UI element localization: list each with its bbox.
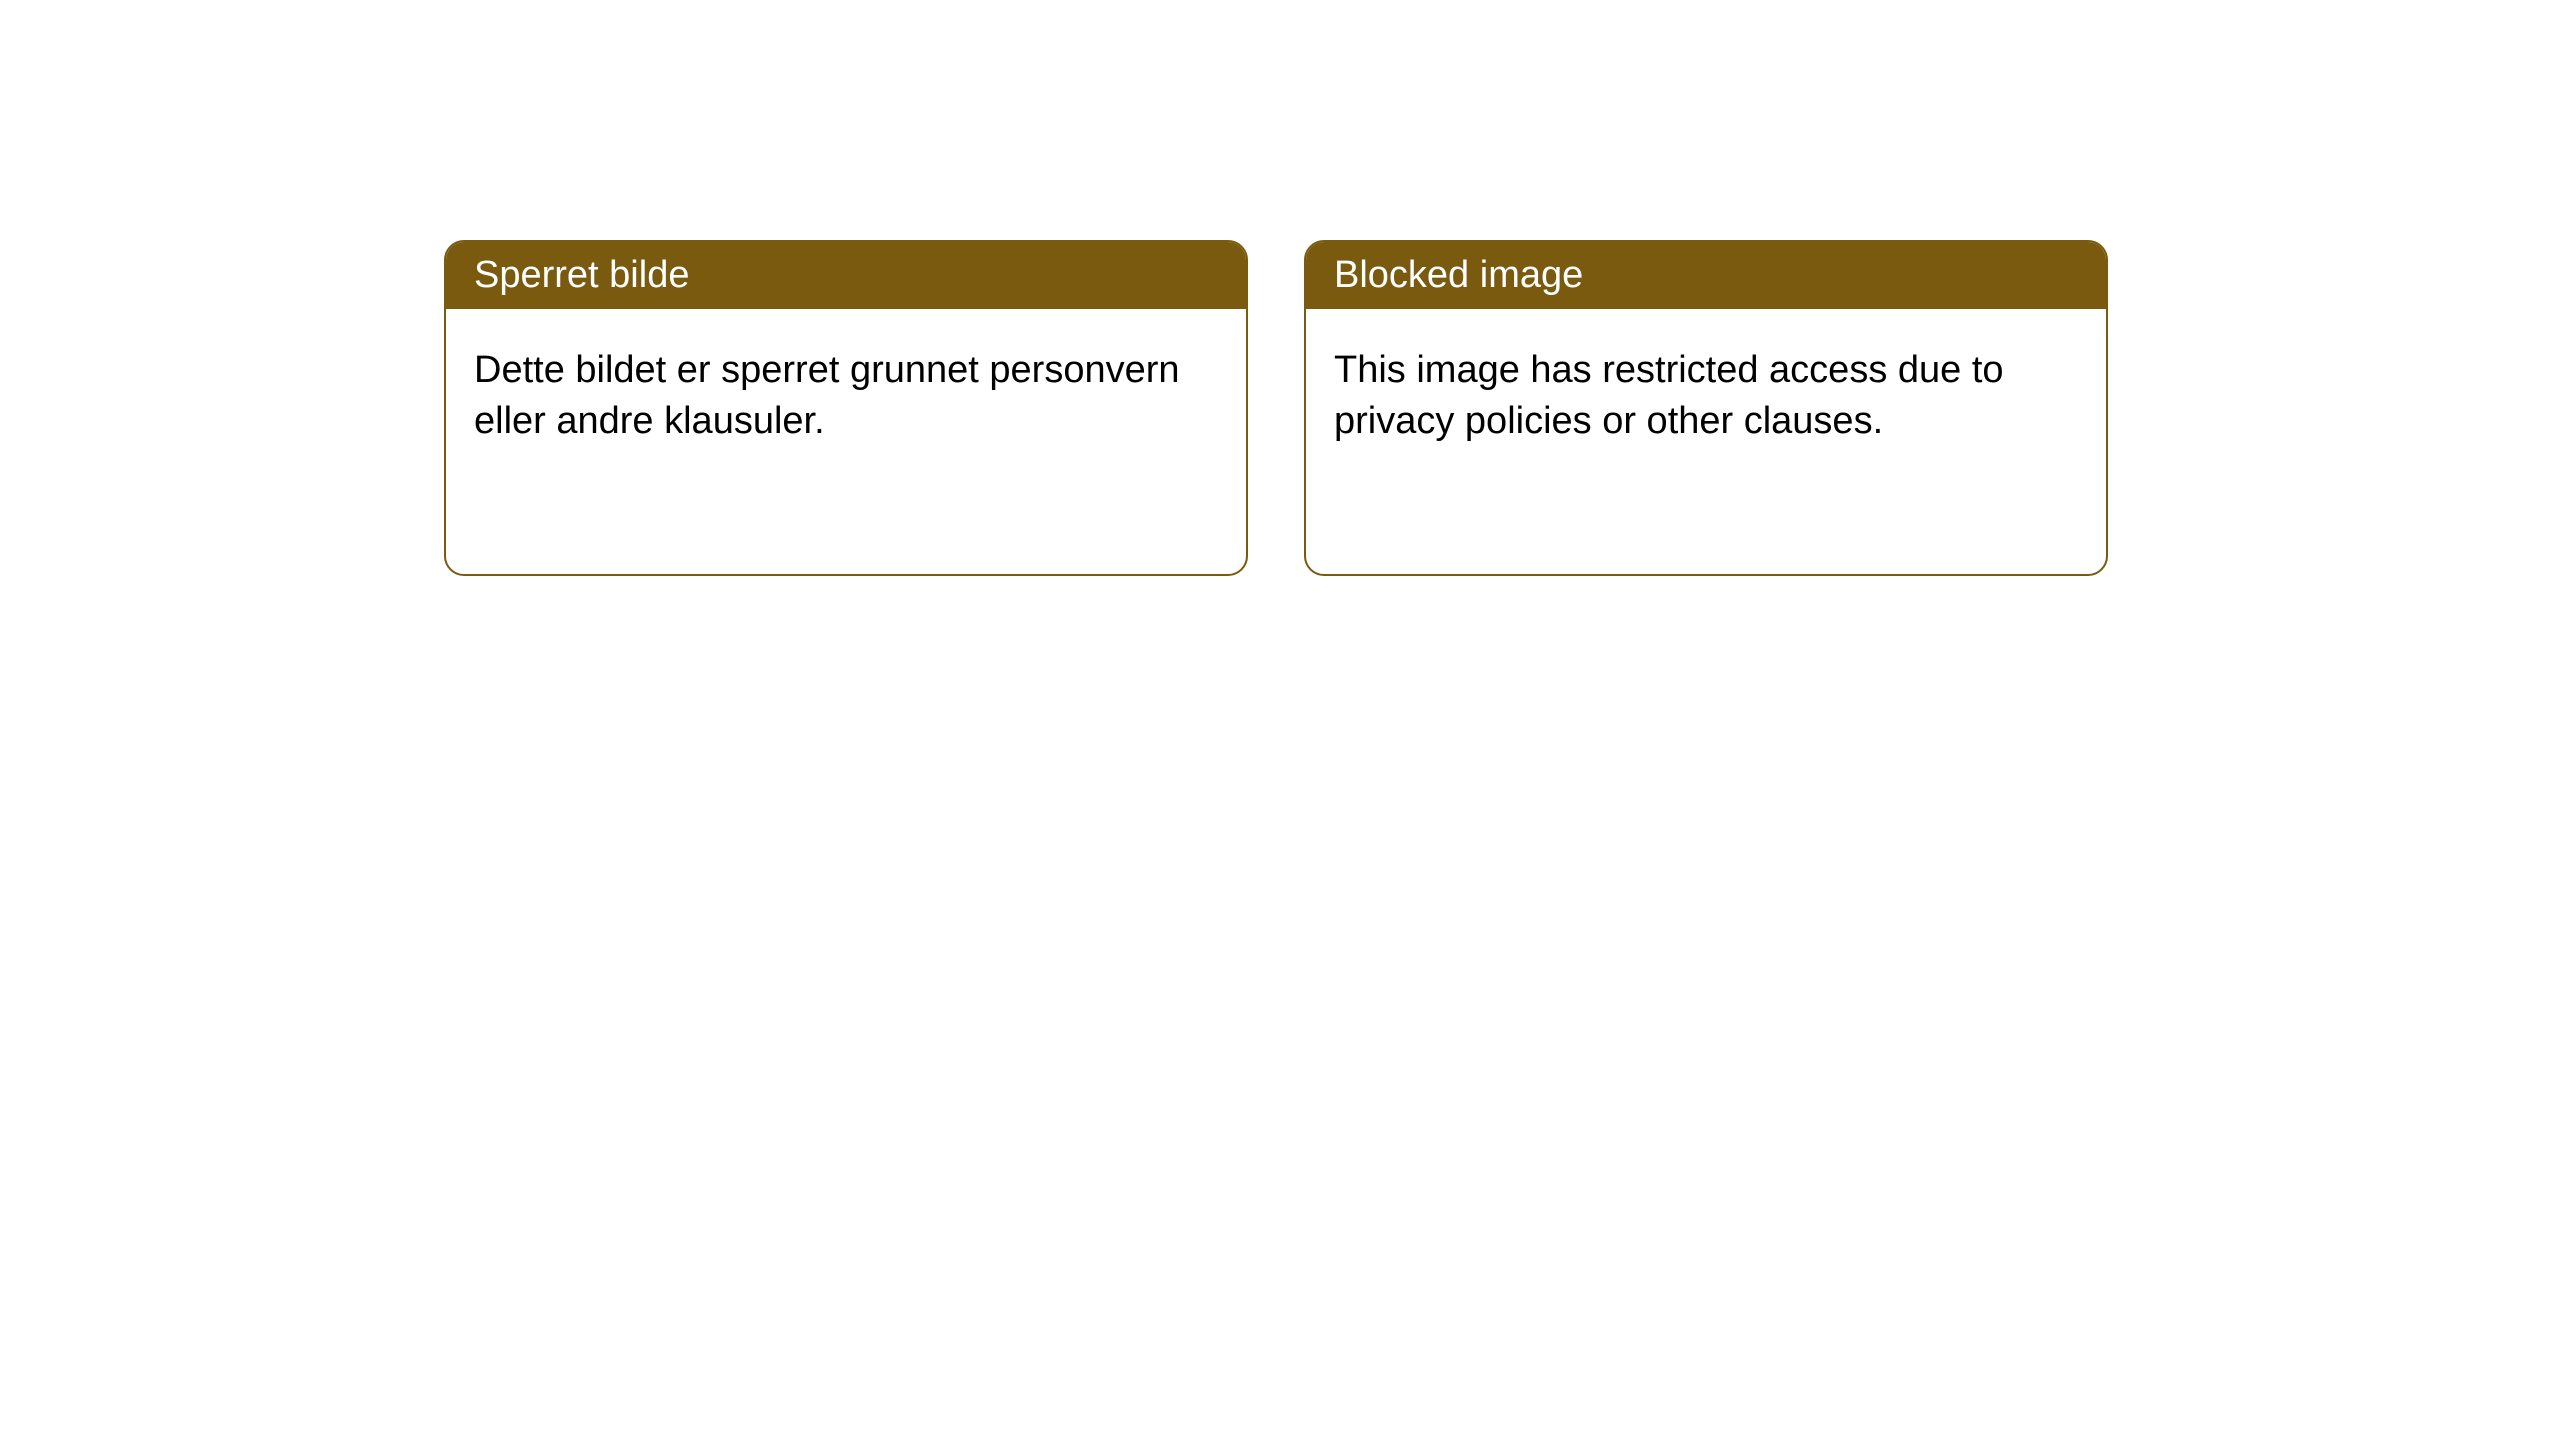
notice-body-en: This image has restricted access due to … — [1306, 309, 2106, 484]
notice-card-no: Sperret bilde Dette bildet er sperret gr… — [444, 240, 1248, 576]
notice-header-en: Blocked image — [1306, 242, 2106, 309]
notice-title-en: Blocked image — [1334, 254, 1583, 296]
notice-body-no: Dette bildet er sperret grunnet personve… — [446, 309, 1246, 484]
notice-container: Sperret bilde Dette bildet er sperret gr… — [444, 240, 2108, 576]
notice-card-en: Blocked image This image has restricted … — [1304, 240, 2108, 576]
notice-text-en: This image has restricted access due to … — [1334, 349, 2004, 442]
notice-text-no: Dette bildet er sperret grunnet personve… — [474, 349, 1180, 442]
notice-header-no: Sperret bilde — [446, 242, 1246, 309]
notice-title-no: Sperret bilde — [474, 254, 689, 296]
